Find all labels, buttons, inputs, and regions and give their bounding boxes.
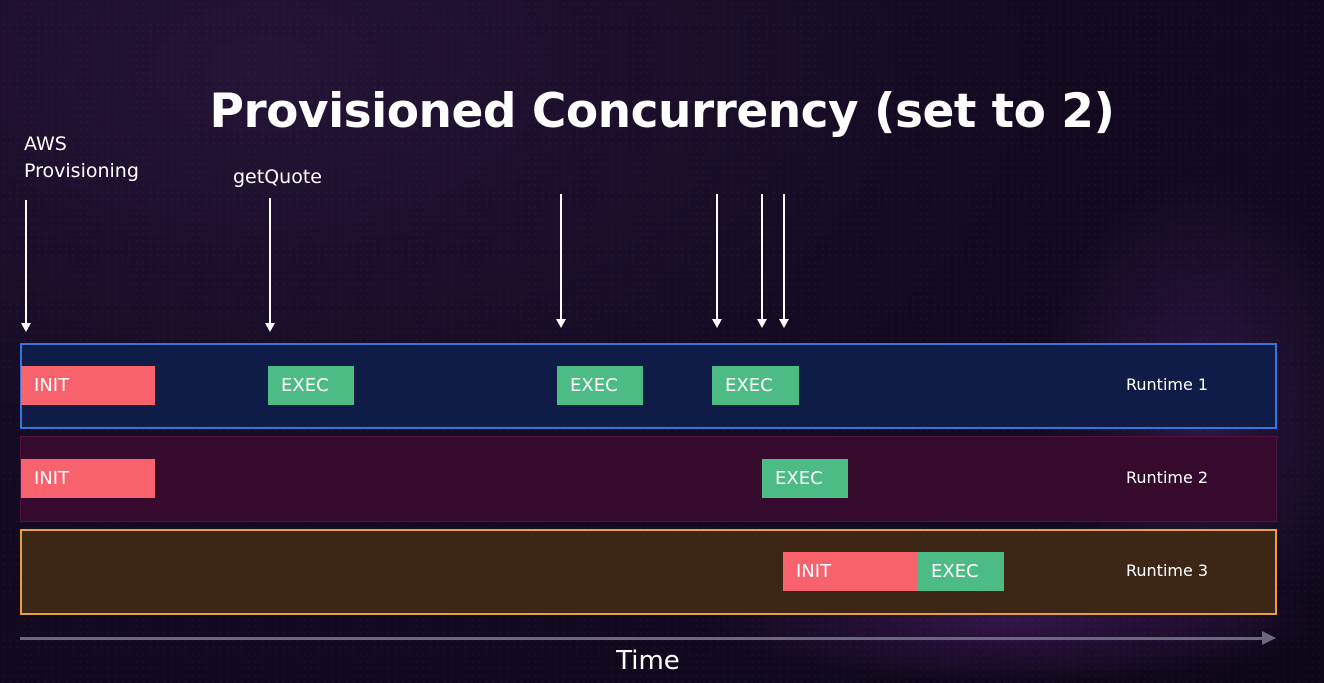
exec-block: EXEC: [557, 366, 643, 405]
exec-block: EXEC: [762, 459, 848, 498]
aws-provisioning-label-line1: AWS: [24, 133, 67, 155]
runtime-3-label: Runtime 3: [1126, 561, 1209, 580]
get-quote-label: getQuote: [233, 166, 322, 188]
runtime-2-label: Runtime 2: [1126, 468, 1209, 487]
request-arrow: [779, 194, 789, 328]
provisioning-arrow: [21, 200, 31, 332]
request-arrow: [712, 194, 722, 328]
request-arrow: [556, 194, 566, 328]
request-arrow: [265, 198, 275, 332]
time-axis-line: [20, 637, 1266, 640]
time-axis-label: Time: [616, 646, 680, 676]
runtime-1-lane: [20, 343, 1277, 429]
exec-block: EXEC: [918, 552, 1004, 591]
exec-block: EXEC: [268, 366, 354, 405]
time-axis-arrowhead: [1262, 631, 1276, 645]
runtime-2-lane: [20, 436, 1277, 522]
runtime-1-label: Runtime 1: [1126, 375, 1209, 394]
init-block: INIT: [783, 552, 918, 591]
request-arrow: [757, 194, 767, 328]
slide-title: Provisioned Concurrency (set to 2): [209, 84, 1115, 139]
init-block: INIT: [21, 459, 155, 498]
aws-provisioning-label-line2: Provisioning: [24, 160, 139, 182]
init-block: INIT: [21, 366, 155, 405]
runtime-3-lane: [20, 529, 1277, 615]
aws-provisioning-label: AWS Provisioning: [24, 131, 139, 185]
exec-block: EXEC: [712, 366, 799, 405]
